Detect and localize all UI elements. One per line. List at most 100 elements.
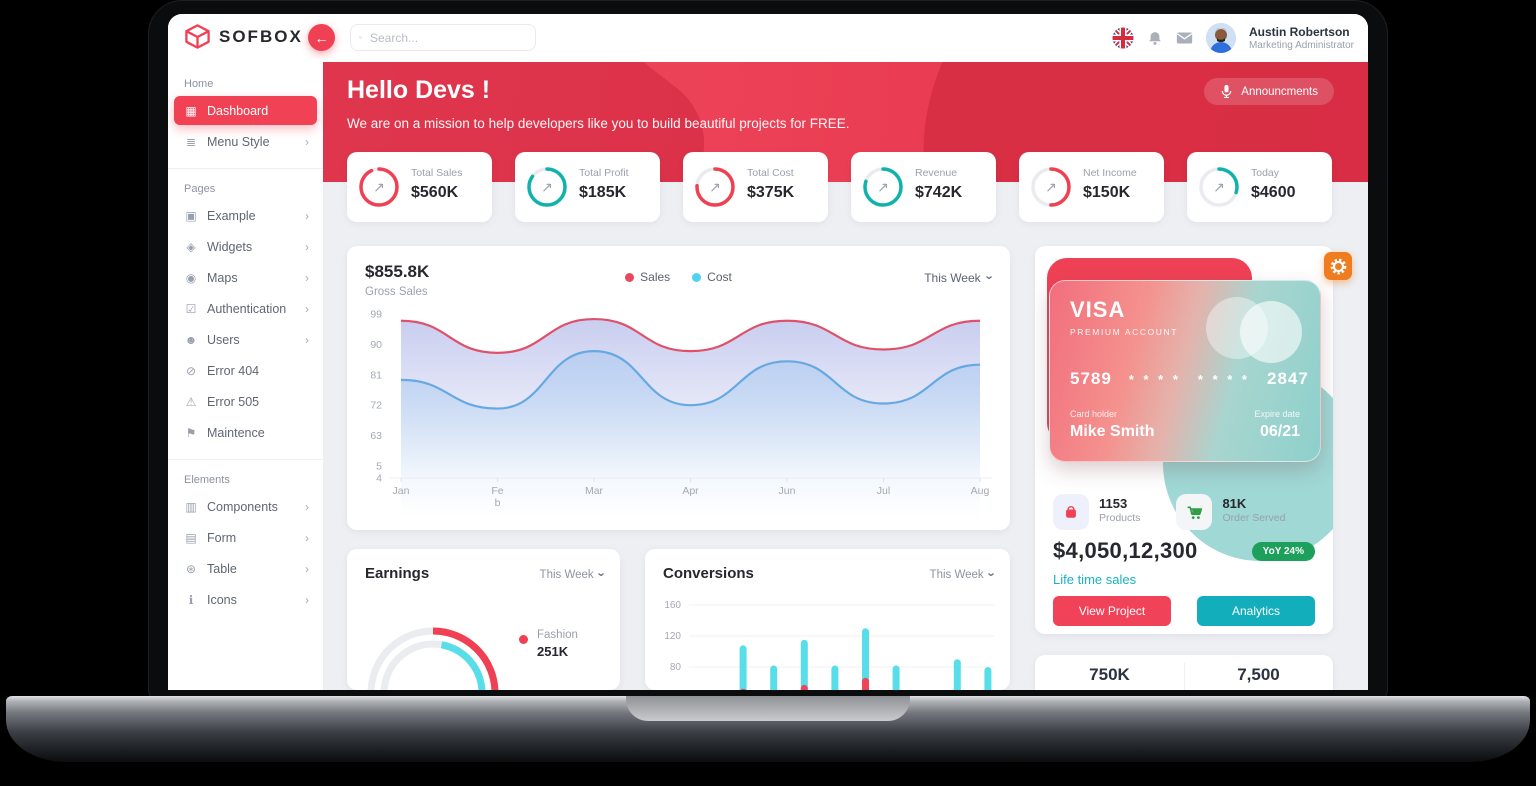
sidebar-item-maintence[interactable]: ⚑ Maintence (174, 418, 317, 447)
stat-card-net-income: ↗ Net Income $150K (1019, 152, 1164, 222)
earnings-legend: Fashion 251K (519, 629, 578, 659)
stat-label: Total Cost (747, 167, 794, 179)
brand-name: SOFBOX (219, 26, 303, 46)
maintenance-icon: ⚑ (185, 425, 197, 440)
period-label: This Week (539, 568, 594, 581)
sidebar-item-label: Icons (207, 592, 237, 607)
arrow-up-right-icon: ↗ (541, 178, 553, 195)
gross-sales-period-dropdown[interactable]: This Week › (924, 270, 997, 285)
uk-flag-icon (1112, 27, 1134, 49)
conversions-period-dropdown[interactable]: This Week › (930, 567, 1000, 582)
orders-value: 81K (1222, 496, 1247, 511)
stat-ring-chart (359, 167, 399, 207)
user-name: Austin Robertson (1248, 24, 1350, 39)
svg-text:Mar: Mar (585, 485, 604, 497)
user-info[interactable]: Austin Robertson Marketing Administrator (1249, 25, 1354, 52)
sidebar-item-dashboard[interactable]: ▦ Dashboard (174, 96, 317, 125)
search-input[interactable] (368, 29, 527, 46)
period-label: This Week (924, 270, 981, 285)
sidebar-item-error-505[interactable]: ⚠ Error 505 (174, 387, 317, 416)
conversions-card: Conversions This Week › 160 120 80 (645, 549, 1010, 690)
sidebar-section: Home ▦ Dashboard ≣ Menu Style › (168, 70, 323, 164)
svg-text:120: 120 (664, 631, 681, 642)
messages-mail-button[interactable] (1176, 31, 1193, 45)
chevron-right-icon: › (305, 592, 309, 607)
error-404-icon: ⊘ (185, 363, 197, 378)
maps-icon: ◉ (185, 270, 197, 285)
lifetime-sales-caption: Life time sales (1053, 572, 1137, 587)
sidebar-section: Elements ▥ Components › ▤ Form › ⊛ Table › ℹ Icons › (168, 459, 323, 622)
legend-item-cost[interactable]: Cost (692, 270, 732, 284)
lifetime-sales-total: $4,050,12,300 (1053, 538, 1198, 563)
earnings-donut-chart (367, 627, 499, 690)
user-avatar[interactable] (1205, 23, 1236, 53)
icons-icon: ℹ (188, 592, 194, 607)
visa-panel: VISA PREMIUM ACCOUNT 5789 * * * * * * * … (1035, 246, 1333, 634)
chevron-right-icon: › (305, 499, 309, 514)
sidebar-item-label: Authentication (207, 301, 287, 316)
sidebar-item-label: Error 404 (207, 363, 260, 378)
analytics-button[interactable]: Analytics (1197, 596, 1315, 626)
svg-text:81: 81 (370, 369, 382, 381)
sidebar-item-users[interactable]: ☻ Users › (174, 325, 317, 354)
gross-sales-value: $855.8K (365, 262, 430, 281)
gross-sales-label: Gross Sales (365, 286, 428, 298)
sidebar-item-label: Maintence (207, 425, 265, 440)
svg-text:Feb: Fe b (491, 485, 503, 509)
card-number-masked: * * * * (1128, 371, 1181, 387)
stat-label: Today (1251, 167, 1280, 179)
svg-text:63: 63 (370, 430, 382, 442)
view-project-button[interactable]: View Project (1053, 596, 1171, 626)
sidebar-item-maps[interactable]: ◉ Maps › (174, 263, 317, 292)
error-505-icon: ⚠ (185, 394, 197, 409)
stat-label: Revenue (915, 167, 958, 179)
mini-stats: 1153 Products (1053, 494, 1285, 530)
sidebar-item-example[interactable]: ▣ Example › (174, 201, 317, 230)
menu-style-icon: ≣ (185, 134, 197, 149)
card-holder-name: Mike Smith (1070, 423, 1155, 440)
sidebar-item-menu-style[interactable]: ≣ Menu Style › (174, 127, 317, 156)
screen: Hello Devs ! We are on a mission to help… (168, 14, 1368, 690)
sidebar-item-form[interactable]: ▤ Form › (174, 523, 317, 552)
sidebar-item-error-404[interactable]: ⊘ Error 404 (174, 356, 317, 385)
chevron-down-icon: › (982, 275, 998, 280)
sidebar-item-widgets[interactable]: ◈ Widgets › (174, 232, 317, 261)
legend-item-sales[interactable]: Sales (625, 270, 670, 284)
announcements-button[interactable]: Announcments (1204, 78, 1334, 105)
sidebar-item-table[interactable]: ⊛ Table › (174, 554, 317, 583)
products-value: 1153 (1099, 496, 1128, 511)
brand-logo[interactable]: SOFBOX (184, 23, 303, 50)
svg-text:99: 99 (370, 309, 382, 321)
chart-legend: Sales Cost (347, 270, 1010, 284)
example-icon: ▣ (185, 208, 197, 223)
products-stat: 1153 Products (1053, 494, 1140, 530)
gross-sales-card: $855.8K Gross Sales Sales Cost This Week … (347, 246, 1010, 530)
conversions-title: Conversions (663, 565, 754, 582)
stat-value: $185K (579, 184, 627, 201)
widgets-icon: ◈ (186, 239, 196, 254)
sidebar-toggle-button[interactable]: ← (308, 24, 335, 51)
hero-title: Hello Devs ! (347, 76, 491, 104)
language-flag-button[interactable] (1112, 27, 1134, 49)
chevron-right-icon: › (305, 208, 309, 223)
stat-ring-chart (863, 167, 903, 207)
legend-dot (625, 272, 635, 282)
sidebar-item-label: Example (207, 208, 256, 223)
shopping-bag-icon (1053, 494, 1089, 530)
settings-gear-button[interactable] (1324, 252, 1352, 280)
arrow-up-right-icon: ↗ (1213, 178, 1225, 195)
sidebar-item-icons[interactable]: ℹ Icons › (174, 585, 317, 614)
table-icon: ⊛ (185, 561, 197, 576)
sidebar-item-label: Table (207, 561, 237, 576)
arrow-up-right-icon: ↗ (373, 178, 385, 195)
sidebar-item-components[interactable]: ▥ Components › (174, 492, 317, 521)
sidebar-item-authentication[interactable]: ☑ Authentication › (174, 294, 317, 323)
sidebar-item-label: Error 505 (207, 394, 260, 409)
notifications-bell-button[interactable] (1147, 30, 1163, 47)
earnings-period-dropdown[interactable]: This Week › (539, 567, 610, 582)
card-number-first: 5789 (1070, 369, 1112, 388)
chevron-down-icon: › (594, 572, 610, 577)
search-box[interactable] (350, 24, 536, 51)
stat-ring-chart (1031, 167, 1071, 207)
orders-label: Order Served (1222, 512, 1286, 524)
